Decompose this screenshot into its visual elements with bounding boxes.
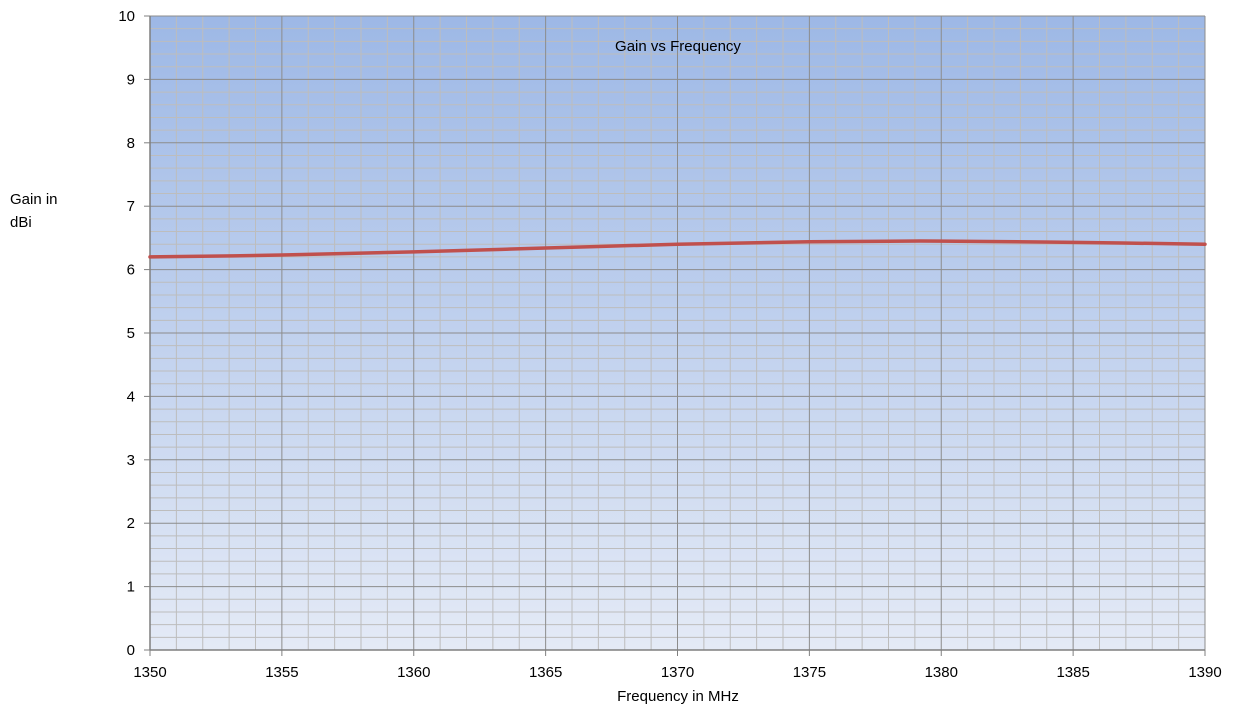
y-tick-label: 4 — [127, 388, 135, 405]
y-tick-label: 8 — [127, 135, 135, 152]
y-tick-label: 5 — [127, 325, 135, 342]
y-tick-label: 9 — [127, 71, 135, 88]
y-tick-label: 10 — [118, 8, 135, 25]
x-tick-label: 1390 — [1188, 664, 1221, 681]
x-tick-label: 1370 — [661, 664, 694, 681]
x-axis-label: Frequency in MHz — [617, 688, 739, 705]
x-tick-label: 1355 — [265, 664, 298, 681]
y-axis-label-line-2: dBi — [10, 214, 32, 231]
y-axis-label-line-1: Gain in — [10, 191, 58, 208]
x-tick-label: 1360 — [397, 664, 430, 681]
y-tick-label: 0 — [127, 642, 135, 659]
x-tick-label: 1380 — [925, 664, 958, 681]
x-tick-label: 1385 — [1056, 664, 1089, 681]
x-tick-label: 1350 — [133, 664, 166, 681]
y-tick-label: 6 — [127, 262, 135, 279]
y-tick-label: 1 — [127, 579, 135, 596]
x-tick-label: 1365 — [529, 664, 562, 681]
chart-title: Gain vs Frequency — [615, 38, 741, 55]
x-tick-label: 1375 — [793, 664, 826, 681]
y-tick-label: 2 — [127, 515, 135, 532]
y-tick-label: 7 — [127, 198, 135, 215]
y-tick-label: 3 — [127, 452, 135, 469]
gain-series-line — [148, 239, 1207, 259]
